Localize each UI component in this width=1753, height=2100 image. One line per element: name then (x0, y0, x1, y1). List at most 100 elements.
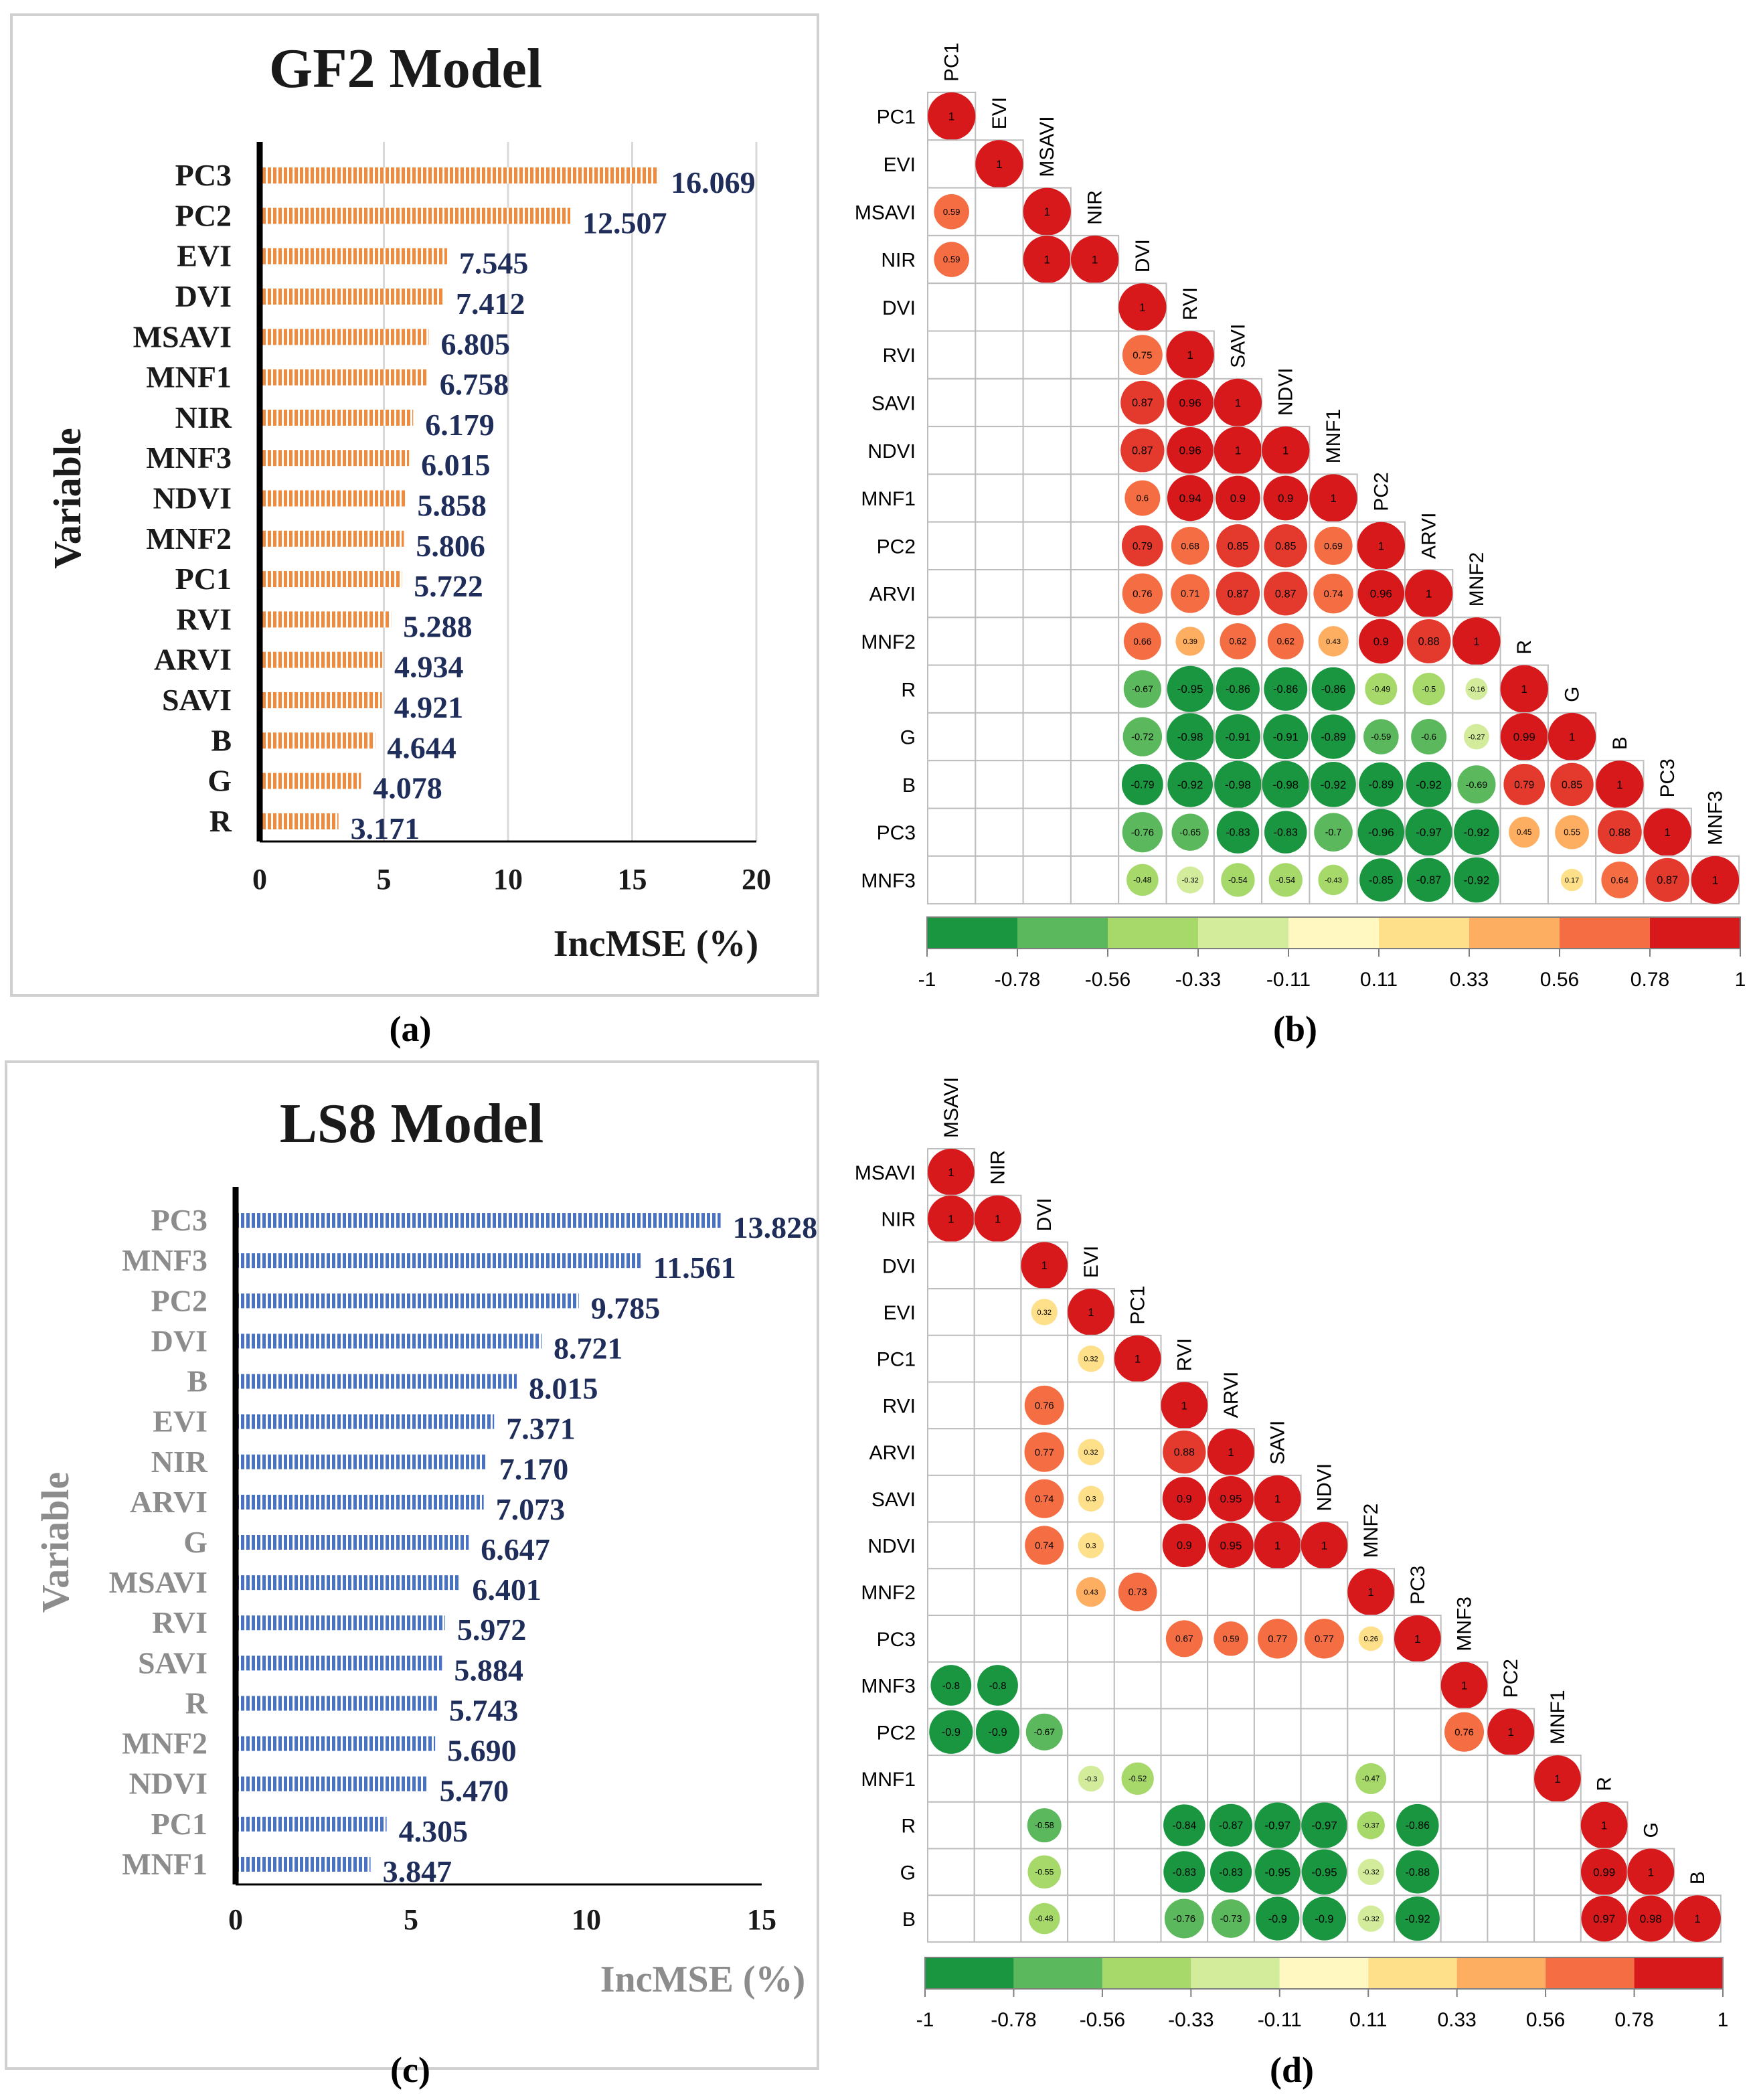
gf2-bar-g (260, 773, 361, 789)
matrix-cell (1020, 1615, 1069, 1663)
correlation-value: 0.79 (1133, 541, 1153, 552)
correlation-value: 1 (995, 1213, 1001, 1226)
correlation-circle (1267, 623, 1304, 659)
matrix-cell (973, 1521, 1022, 1570)
matrix-cell (1022, 664, 1072, 714)
correlation-value: -0.9 (1268, 1913, 1287, 1925)
matrix-cell (927, 712, 977, 762)
correlation-value: 0.66 (1133, 636, 1151, 647)
ls8-value-label: 4.305 (399, 1814, 469, 1848)
matrix-cell (975, 378, 1024, 428)
row-label: DVI (882, 1255, 916, 1277)
correlation-value: 1 (1330, 492, 1336, 505)
correlation-circle (1262, 426, 1310, 475)
correlation-value: 1 (1569, 731, 1575, 744)
correlation-value: -0.6 (1421, 732, 1436, 742)
correlation-value: 1 (1282, 445, 1288, 457)
ls8-chart-title: LS8 Model (280, 1093, 544, 1155)
correlation-circle (1114, 1335, 1161, 1382)
matrix-cell (1300, 1568, 1349, 1617)
ls8-value-label: 5.884 (454, 1653, 523, 1687)
colorbar-tick-label: -0.78 (991, 2009, 1036, 2031)
correlation-circle (1070, 235, 1119, 284)
correlation-value: 0.74 (1035, 1494, 1054, 1505)
panel-label: (b) (1273, 1009, 1317, 1049)
ls8-bar-mnf2 (236, 1736, 436, 1751)
ls8-value-label: 6.401 (472, 1572, 541, 1607)
correlation-value: -0.32 (1363, 1915, 1380, 1923)
correlation-circle (977, 1665, 1018, 1706)
column-label: EVI (1080, 1246, 1102, 1278)
gf2-category-label: PC2 (175, 198, 232, 232)
colorbar-segment (1368, 1957, 1457, 1989)
correlation-value: -0.88 (1406, 1866, 1430, 1878)
column-label: SAVI (1227, 324, 1249, 368)
correlation-circle (1208, 1476, 1254, 1522)
correlation-circle (1357, 1811, 1385, 1840)
row-label: B (902, 1909, 916, 1931)
correlation-circle (1452, 617, 1501, 665)
matrix-cell (1070, 426, 1120, 475)
correlation-circle (1405, 570, 1453, 618)
matrix-cell (1440, 1755, 1489, 1803)
matrix-cell (973, 1755, 1022, 1803)
correlation-circle (1581, 1848, 1628, 1895)
correlation-circle (1396, 1803, 1439, 1847)
matrix-cell (1253, 1755, 1302, 1803)
column-label: MNF1 (1547, 1690, 1569, 1745)
correlation-value: 1 (1414, 1633, 1420, 1645)
row-label: PC2 (877, 536, 916, 558)
colorbar-tick-label: 0.33 (1450, 969, 1489, 991)
correlation-value: -0.69 (1466, 780, 1488, 791)
correlation-circle (1444, 1712, 1485, 1752)
correlation-circle (1365, 673, 1398, 706)
colorbar-segment (1279, 1957, 1369, 1989)
matrix-cell (1113, 1381, 1162, 1430)
correlation-value: 0.9 (1230, 492, 1246, 505)
matrix-cell (1022, 760, 1072, 809)
matrix-cell (1113, 1428, 1162, 1476)
correlation-circle (1021, 1242, 1068, 1289)
ls8-bar-arvi (236, 1494, 484, 1510)
column-label: B (1687, 1871, 1709, 1884)
correlation-value: -0.48 (1035, 1915, 1053, 1923)
matrix-cell (1160, 1568, 1209, 1617)
gf2-x-tick-label: 20 (742, 863, 771, 896)
ls8-value-label: 13.828 (733, 1210, 818, 1244)
correlation-circle (1509, 817, 1540, 848)
gf2-bar-nir (260, 409, 414, 426)
correlation-circle (1534, 1755, 1581, 1802)
correlation-circle (1396, 1850, 1440, 1894)
matrix-cell (1022, 473, 1072, 523)
correlation-circle (1123, 623, 1161, 660)
correlation-value: -0.47 (1362, 1775, 1380, 1783)
correlation-circle (1028, 1903, 1060, 1935)
correlation-value: 0.85 (1562, 779, 1582, 791)
column-label: G (1640, 1822, 1662, 1838)
correlation-value: 1 (1044, 206, 1050, 218)
ls8corr-correlation-matrix: 1 1 1 1 0.32 1 0.32 1 0.76 1 0.77 0.32 0.88 1 0.74 0.3 0… (855, 1077, 1728, 2031)
ls8-value-label: 7.371 (506, 1412, 576, 1446)
correlation-value: 0.99 (1513, 731, 1535, 744)
matrix-cell (1067, 1708, 1115, 1757)
gf2-category-label: MNF1 (146, 360, 232, 394)
row-label: G (900, 1862, 916, 1884)
colorbar-tick-label: -0.56 (1080, 2009, 1125, 2031)
row-label: SAVI (871, 392, 916, 414)
gf2-value-label: 4.078 (373, 771, 442, 805)
gf2-bar-b (260, 732, 375, 749)
ls8-bar-pc3 (236, 1213, 721, 1228)
gf2-bar-pc2 (260, 208, 571, 224)
correlation-value: 0.71 (1181, 589, 1199, 600)
colorbar-tick-label: -0.78 (995, 969, 1040, 991)
row-label: MNF3 (861, 1676, 916, 1698)
correlation-circle (1264, 571, 1308, 616)
correlation-value: 1 (1367, 1586, 1373, 1599)
correlation-value: 0.9 (1177, 1540, 1192, 1552)
correlation-circle (1309, 474, 1357, 522)
correlation-value: -0.54 (1276, 876, 1295, 885)
correlation-value: -0.32 (1363, 1868, 1380, 1876)
ls8-category-label: ARVI (130, 1485, 207, 1519)
gf2-bar-chart: GF2 Model PC3 16.069 PC2 12.507 EVI 7.545 DVI 7.… (10, 13, 819, 997)
correlation-value: 1 (1694, 1913, 1700, 1925)
